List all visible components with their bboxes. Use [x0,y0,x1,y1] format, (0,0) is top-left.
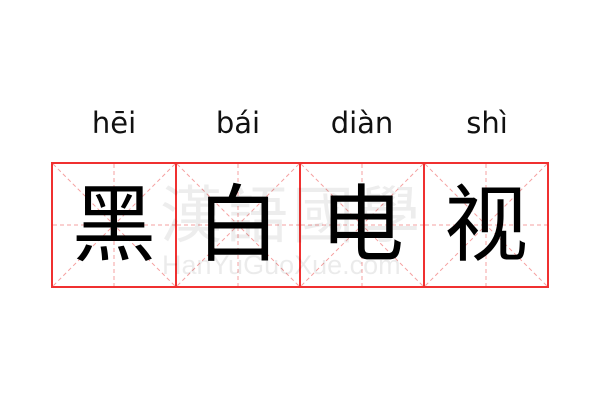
guide-lines [177,164,299,286]
grid-cell: 视 [425,164,547,286]
grid-cell: 黑 [53,164,177,286]
guide-lines [301,164,423,286]
character-grid: 黑 白 电 视 [51,162,549,288]
pinyin-4: shì [466,106,508,140]
character-2: 白 [195,176,280,274]
pinyin-1: hēi [91,106,137,140]
guide-lines [425,164,547,286]
character-3: 电 [319,176,404,274]
grid-cell: 电 [301,164,425,286]
character-4: 视 [443,176,528,274]
watermark-chinese: 漢語國學 [160,179,425,252]
watermark-latin: HanYuGuoXue.com [162,250,401,280]
grid-cell: 白 [177,164,301,286]
pinyin-3: diàn [330,106,394,140]
guide-lines [53,164,175,286]
character-1: 黑 [71,176,156,274]
pinyin-2: bái [215,106,261,140]
